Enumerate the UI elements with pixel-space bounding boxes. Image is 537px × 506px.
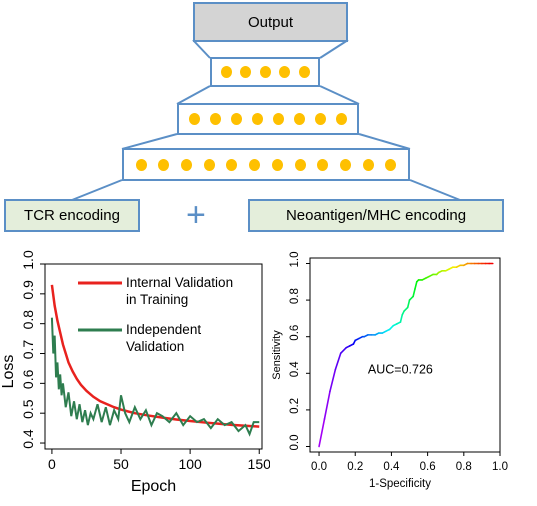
neuron-dot: [181, 158, 193, 171]
neuron-dot: [279, 66, 290, 78]
x-tick-label: 150: [248, 456, 270, 472]
roc-curve-segment: [339, 346, 347, 354]
output-box: Output: [193, 2, 348, 42]
roc-plot-frame: [309, 257, 501, 453]
x-tick-label: 0.8: [456, 461, 472, 473]
x-tick-label: 0.2: [347, 461, 363, 473]
y-tick-label: 0.4: [20, 429, 36, 449]
neuron-dot: [210, 113, 221, 125]
roc-curve-segment: [403, 306, 409, 312]
neuron-dot: [240, 66, 251, 78]
neuron-dot: [315, 113, 326, 125]
neoantigen-encoding-box: Neoantigen/MHC encoding: [248, 199, 504, 232]
x-tick-label: 0: [48, 456, 56, 472]
hidden-layer-1: [210, 57, 320, 87]
roc-chart: 0.0 0.2 0.4 0.6 0.8 1.0 0.0 0.2 0.4 0.6 0.8 1.0 1-Sp…: [271, 251, 508, 490]
neuron-dot: [294, 113, 305, 125]
neuron-dot: [294, 158, 306, 171]
neuron-dot: [220, 66, 232, 78]
network-connectors: [71, 39, 461, 201]
roc-x-axis-label: 1-Specificity: [369, 478, 431, 490]
neuron-dot: [203, 158, 215, 171]
roc-curve-segment: [388, 324, 395, 331]
y-tick-label: 0.7: [20, 340, 36, 360]
y-tick-label: 0.9: [20, 280, 36, 300]
neuron-dot: [252, 113, 263, 125]
independent-validation-line: [50, 317, 260, 437]
internal-validation-line: [50, 284, 260, 428]
neuron-dot: [317, 158, 329, 171]
plus-symbol: +: [186, 196, 206, 234]
neuron-dot: [362, 158, 374, 171]
neuron-dot: [249, 158, 261, 171]
roc-curve-segment: [329, 368, 337, 393]
neuron-dot: [336, 113, 347, 125]
y-tick-label: 1.0: [289, 251, 301, 267]
tcr-encoding-box: TCR encoding: [4, 199, 140, 232]
roc-curve-segment: [412, 288, 416, 298]
neuron-dot: [339, 158, 351, 171]
auc-annotation: AUC=0.726: [368, 362, 433, 376]
neuron-dot: [189, 113, 200, 125]
legend-label: in Training: [126, 292, 188, 307]
neuron-dot: [226, 158, 238, 171]
y-tick-label: 0.6: [289, 325, 301, 341]
loss-plot-frame: [44, 263, 263, 450]
hidden-layer-3: [122, 148, 410, 181]
roc-curve-segment: [408, 295, 414, 301]
neuron-dot: [271, 158, 283, 171]
x-tick-label: 0.6: [420, 461, 436, 473]
roc-curve-segment: [414, 280, 418, 290]
roc-curve-segment: [318, 418, 326, 448]
neuron-dot: [298, 66, 310, 78]
loss-y-axis-label: Loss: [0, 355, 17, 389]
y-tick-label: 0.6: [20, 369, 36, 389]
roc-y-axis-label: Sensitivity: [271, 330, 283, 380]
neuron-dot: [385, 158, 397, 171]
legend-label: Internal Validation: [126, 275, 233, 290]
hidden-layer-2: [177, 103, 359, 135]
output-label: Output: [247, 13, 294, 31]
y-tick-label: 0.8: [20, 310, 36, 330]
roc-curve-segment: [406, 299, 411, 309]
roc-curve-segment: [334, 352, 342, 371]
neuron-dot: [231, 113, 242, 125]
tcr-encoding-label: TCR encoding: [24, 207, 120, 224]
legend-label: Validation: [126, 339, 184, 354]
neuron-dot: [259, 66, 271, 78]
x-tick-label: 0.0: [311, 461, 327, 473]
loss-chart: 0 50 100 150 0.4 0.5 0.6 0.7 0.8 0.9 1.0 Epoch Loss I…: [0, 250, 270, 495]
neoantigen-encoding-label: Neoantigen/MHC encoding: [285, 207, 467, 224]
x-tick-label: 100: [178, 456, 202, 472]
x-tick-label: 1.0: [492, 461, 508, 473]
neuron-dot: [158, 158, 170, 171]
roc-curve-segment: [323, 390, 331, 420]
y-tick-label: 0.4: [289, 361, 301, 378]
x-tick-label: 0.4: [383, 461, 400, 473]
loss-x-axis-label: Epoch: [131, 478, 176, 495]
neuron-dot: [273, 113, 284, 125]
neuron-dot: [135, 158, 147, 171]
roc-curve-segment: [399, 313, 404, 323]
y-tick-label: 0.5: [20, 399, 36, 419]
y-tick-label: 0.0: [289, 435, 301, 451]
legend-label: Independent: [126, 322, 201, 337]
y-tick-label: 0.8: [289, 288, 301, 304]
x-tick-label: 50: [113, 456, 129, 472]
y-tick-label: 1.0: [20, 250, 36, 270]
y-tick-label: 0.2: [289, 398, 301, 414]
